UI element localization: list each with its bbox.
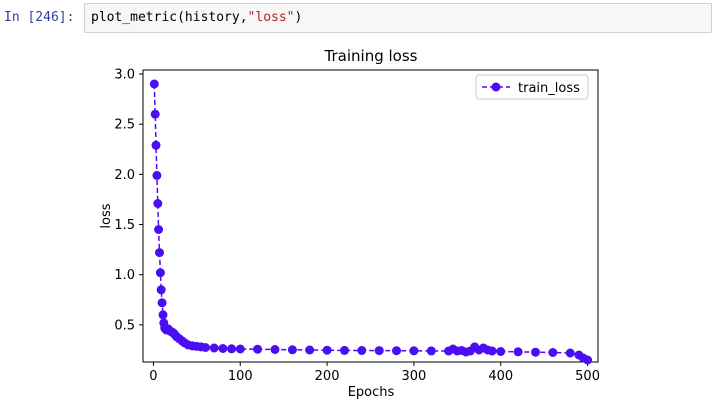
data-point — [201, 343, 210, 352]
data-point — [151, 140, 161, 150]
code-close-paren: ) — [294, 10, 303, 25]
data-point — [156, 285, 166, 295]
x-tick-label: 400 — [488, 369, 513, 384]
y-tick-label: 1.0 — [114, 268, 135, 283]
x-axis-ticks: 0 100 200 300 400 500 — [149, 362, 600, 384]
data-point — [565, 348, 575, 358]
y-tick-label: 1.5 — [114, 218, 135, 233]
data-point — [287, 345, 297, 355]
data-point — [150, 109, 160, 119]
data-point — [409, 346, 419, 356]
data-point — [155, 268, 165, 278]
legend-label-train-loss: train_loss — [518, 81, 580, 96]
data-point — [496, 347, 506, 356]
legend-box — [475, 74, 589, 100]
data-point — [152, 170, 162, 180]
y-tick-label: 3.0 — [114, 68, 135, 83]
data-point — [357, 346, 367, 355]
data-point — [322, 345, 332, 355]
data-point — [531, 347, 540, 357]
data-point — [253, 344, 263, 354]
y-tick-label: 2.5 — [114, 118, 135, 133]
code-args: history, — [184, 10, 248, 25]
data-point — [154, 225, 164, 234]
x-axis-label: Epochs — [348, 385, 395, 400]
y-tick-label: 2.0 — [114, 168, 135, 183]
loss-chart: Training loss 0 100 200 300 400 500 0.5 1.0 1.5… — [99, 47, 600, 400]
data-point — [153, 199, 163, 208]
train-loss-series — [149, 79, 593, 365]
cell-prompt: In [246]: — [4, 10, 75, 25]
legend-marker-sample — [491, 82, 501, 92]
y-tick-label: 0.5 — [114, 318, 135, 333]
series-line — [153, 83, 588, 361]
data-point — [157, 298, 167, 308]
x-tick-label: 100 — [228, 369, 253, 384]
code-string: "loss" — [247, 10, 295, 25]
y-axis-ticks: 0.5 1.0 1.5 2.0 2.5 3.0 — [114, 68, 143, 333]
chart-title: Training loss — [324, 47, 418, 65]
code-function: plot_metric — [91, 10, 178, 25]
data-point — [235, 344, 245, 354]
data-point — [209, 343, 219, 353]
data-point — [218, 344, 228, 353]
code-open-paren: ( — [177, 10, 185, 25]
data-point — [149, 79, 159, 89]
data-point — [340, 345, 349, 355]
x-tick-label: 500 — [575, 369, 600, 384]
data-point — [392, 346, 401, 356]
legend: train_loss — [475, 74, 589, 100]
data-point — [583, 355, 593, 365]
x-tick-label: 0 — [149, 369, 157, 384]
plot-frame — [142, 69, 599, 363]
data-point — [513, 347, 523, 357]
cell-output: Training loss 0 100 200 300 400 500 0.5 1.0 1.5… — [84, 38, 715, 408]
x-tick-label: 300 — [402, 369, 427, 384]
data-point — [270, 345, 280, 354]
data-point — [548, 348, 558, 357]
data-point — [487, 346, 497, 356]
x-tick-label: 200 — [315, 369, 340, 384]
data-point — [158, 310, 168, 320]
data-point — [155, 248, 164, 258]
code-cell-input[interactable]: plot_metric(history,"loss") — [84, 3, 712, 33]
data-point — [305, 345, 315, 355]
data-point — [426, 346, 436, 356]
y-axis-label: loss — [99, 203, 114, 228]
data-point — [374, 346, 384, 356]
data-point — [227, 344, 237, 354]
